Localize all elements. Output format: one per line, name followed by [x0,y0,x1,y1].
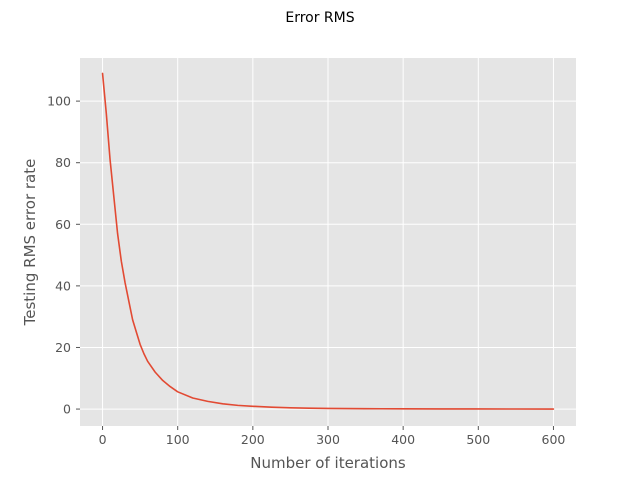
x-tick-label: 500 [466,432,490,447]
y-tick-label: 20 [55,340,71,355]
y-tick-label: 40 [55,278,71,293]
grid-lines [80,58,576,426]
chart-title: Error RMS [285,10,354,26]
y-axis-label: Testing RMS error rate [21,159,39,327]
y-tick-label: 0 [63,402,71,417]
x-axis-ticks: 0 100 200 300 400 500 600 [99,426,566,447]
series-line [101,72,555,410]
x-axis-label: Number of iterations [250,454,406,472]
series-group [101,72,555,410]
x-tick-label: 400 [391,432,415,447]
y-axis-ticks: 0 20 40 60 80 100 [47,94,80,417]
x-tick-label: 600 [542,432,566,447]
x-tick-label: 0 [99,432,107,447]
y-tick-label: 80 [55,155,71,170]
y-tick-label: 60 [55,217,71,232]
y-tick-label: 100 [47,94,71,109]
x-tick-label: 100 [166,432,190,447]
x-tick-label: 200 [241,432,265,447]
x-tick-label: 300 [316,432,340,447]
